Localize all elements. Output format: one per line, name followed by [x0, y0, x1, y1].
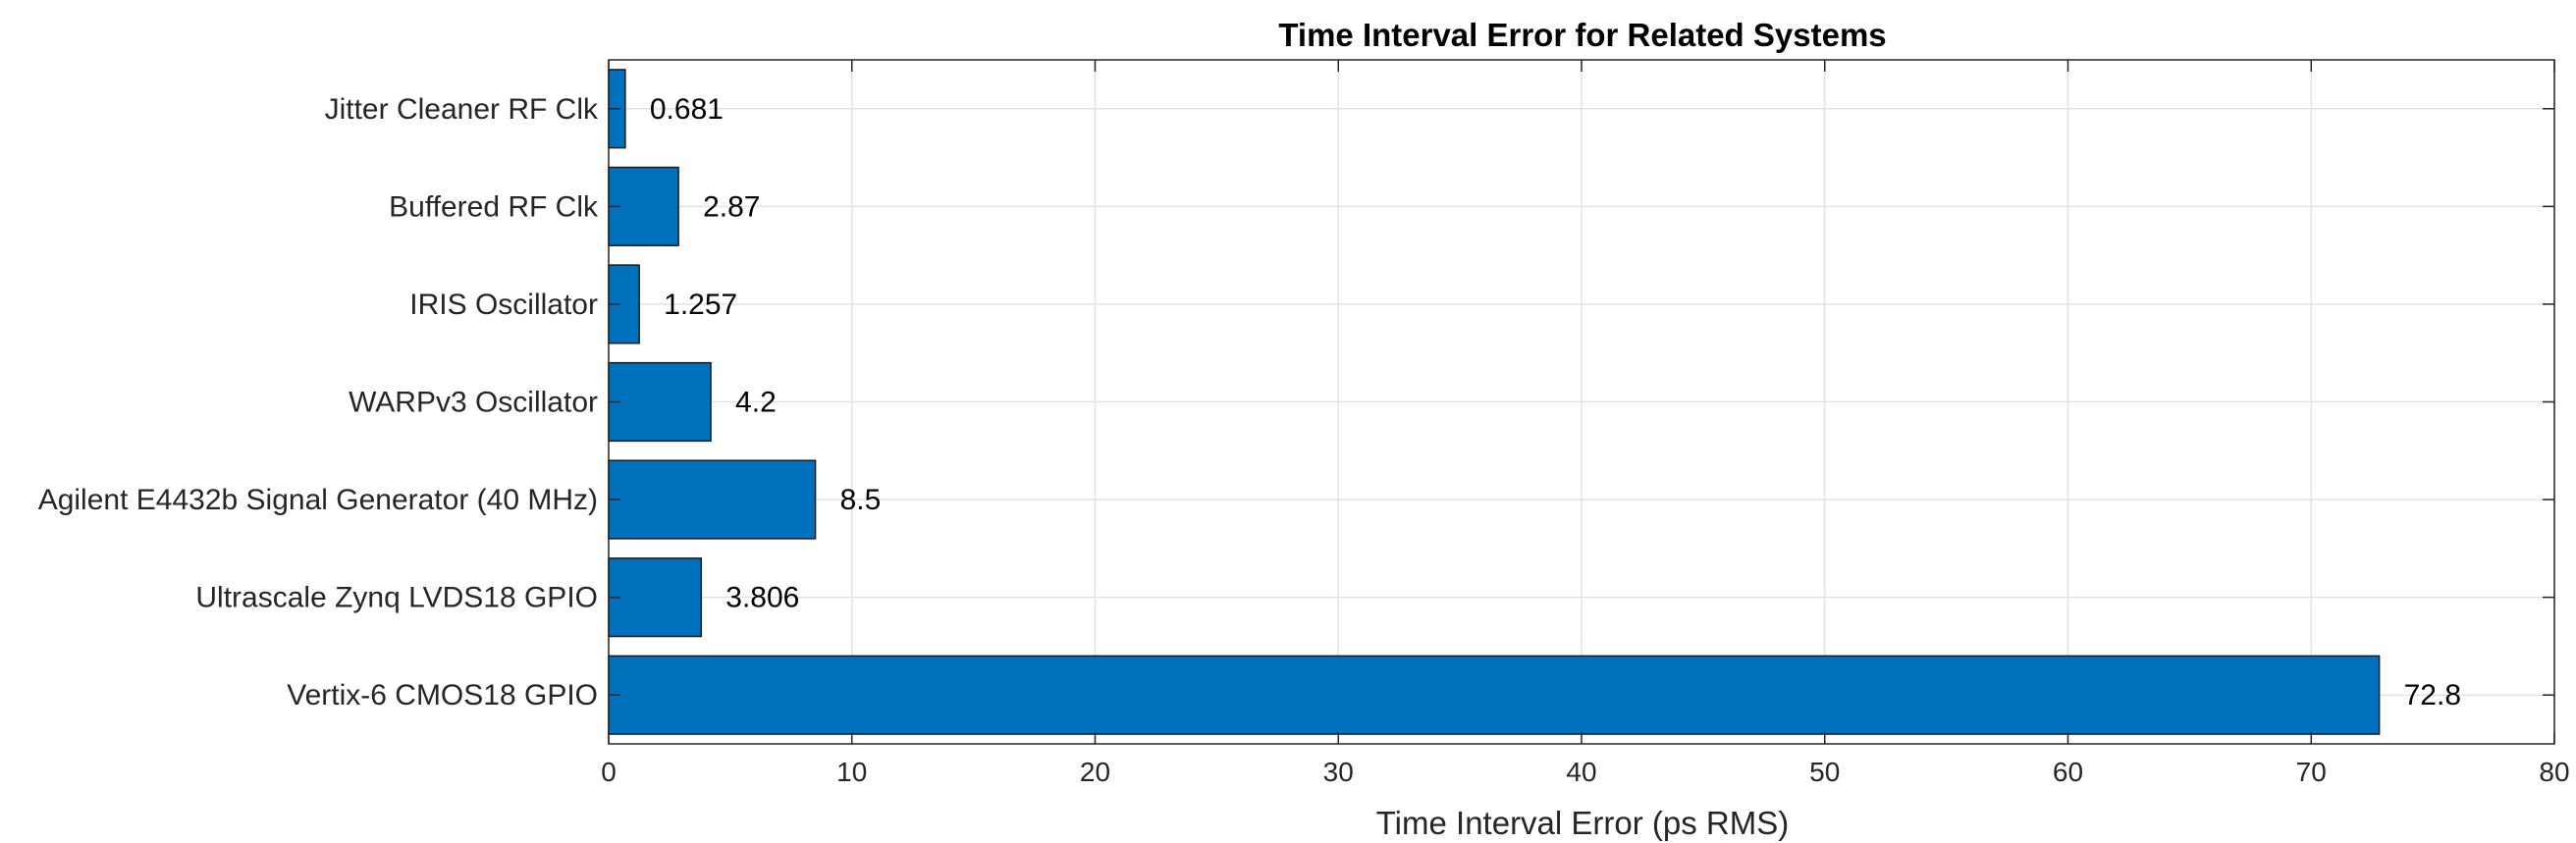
bar — [608, 655, 2381, 735]
data-label: 2.87 — [703, 190, 760, 223]
category-label: IRIS Oscillator — [409, 289, 598, 321]
x-tick-label: 20 — [1080, 757, 1110, 787]
category-label: WARPv3 Oscillator — [349, 387, 598, 419]
category-label: Jitter Cleaner RF Clk — [325, 93, 599, 126]
x-tick-label: 50 — [1809, 757, 1840, 787]
bar — [608, 361, 712, 443]
grid-layer — [608, 60, 2555, 744]
x-axis-title: Time Interval Error (ps RMS) — [1376, 805, 1790, 841]
x-tick-label: 40 — [1566, 757, 1596, 787]
data-label: 8.5 — [840, 484, 882, 516]
data-label: 4.2 — [735, 387, 777, 419]
data-label: 3.806 — [725, 582, 799, 614]
category-label: Vertix-6 CMOS18 GPIO — [287, 679, 598, 711]
x-tick-label: 30 — [1323, 757, 1354, 787]
label-layer: 0 10 20 30 40 50 60 70 80 Jitter Cleaner RF Clk 0.… — [38, 93, 2570, 787]
data-label: 1.257 — [664, 289, 737, 321]
data-label: 0.681 — [650, 93, 724, 126]
bar — [608, 459, 817, 540]
bar-layer — [608, 69, 2381, 735]
chart-title: Time Interval Error for Related Systems — [1278, 17, 1886, 53]
x-tick-label: 70 — [2296, 757, 2327, 787]
axes-layer — [608, 59, 2555, 745]
x-tick-label: 80 — [2539, 757, 2569, 787]
bar — [608, 557, 703, 638]
x-tick-label: 0 — [601, 757, 617, 787]
category-label: Buffered RF Clk — [389, 190, 599, 223]
x-tick-label: 10 — [836, 757, 867, 787]
x-tick-label: 60 — [2053, 757, 2083, 787]
category-label: Ultrascale Zynq LVDS18 GPIO — [195, 582, 598, 614]
category-label: Agilent E4432b Signal Generator (40 MHz) — [38, 484, 598, 516]
data-label: 72.8 — [2404, 679, 2461, 711]
